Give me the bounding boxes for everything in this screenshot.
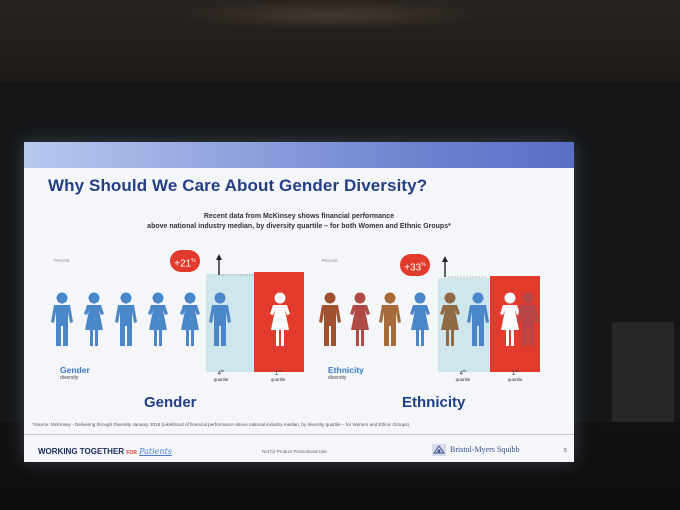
subtitle-line-2: above national industry median, by diver…: [147, 223, 451, 230]
footer-tagline: WORKING TOGETHER FOR Patients: [38, 447, 172, 456]
person-figure-icon: [180, 292, 200, 346]
badge-unit: %: [191, 258, 196, 264]
fourth-quartile-label: 4th quartile: [213, 368, 229, 382]
percent-axis-label: Percent: [322, 258, 338, 263]
person-figure-icon: [467, 292, 489, 346]
badge-value: +21: [174, 258, 192, 270]
room-object: [612, 322, 674, 422]
person-figure-icon: [517, 292, 539, 346]
first-quartile-label: 1st quartile: [270, 368, 286, 382]
slide-subtitle: Recent data from McKinsey shows financia…: [64, 212, 534, 232]
row-label: Ethnicity: [328, 365, 364, 375]
footer-disclaimer: Not for Product Promotional Use: [262, 449, 327, 454]
person-figure-icon: [209, 292, 231, 346]
ceiling-light: [180, 0, 480, 30]
person-figure-icon: [379, 292, 401, 346]
slide-title: Why Should We Care About Gender Diversit…: [48, 176, 428, 195]
ethnicity-panel: Percent +33% Ethnicity diversity 4th qua…: [314, 252, 564, 422]
page-number: 5: [564, 448, 567, 454]
percent-axis-label: Percent: [54, 258, 70, 263]
person-figure-icon: [270, 292, 290, 346]
badge-unit: %: [421, 262, 426, 268]
person-figure-icon: [115, 292, 137, 346]
person-figure-icon: [440, 292, 460, 346]
slide-top-bar: [24, 142, 574, 168]
person-figure-icon: [319, 292, 341, 346]
source-footnote: *Source: McKinsey - Delivering through D…: [32, 422, 410, 427]
ethnicity-section-label: Ethnicity: [402, 394, 466, 411]
row-sub-label: diversity: [60, 375, 79, 381]
up-arrow-icon: [216, 254, 256, 276]
footer-divider: [24, 434, 574, 435]
improvement-badge: +33%: [400, 254, 430, 276]
row-label: Gender: [60, 365, 90, 375]
gender-section-label: Gender: [144, 394, 197, 411]
person-figure-icon: [51, 292, 73, 346]
person-figure-icon: [148, 292, 168, 346]
row-sub-label: diversity: [328, 375, 347, 381]
company-name: Bristol-Myers Squibb: [450, 445, 520, 454]
bms-logo-icon: [432, 444, 446, 456]
gender-panel: Percent +21% Gender diversity 4th quarti…: [46, 250, 304, 422]
person-figure-icon: [350, 292, 370, 346]
person-figure-icon: [84, 292, 104, 346]
badge-value: +33: [404, 262, 422, 274]
subtitle-line-1: Recent data from McKinsey shows financia…: [203, 213, 395, 220]
up-arrow-icon: [442, 256, 486, 278]
first-quartile-label: 1st quartile: [507, 368, 523, 382]
presentation-slide: Why Should We Care About Gender Diversit…: [24, 142, 574, 462]
person-figure-icon: [500, 292, 520, 346]
improvement-badge: +21%: [170, 250, 200, 272]
person-figure-icon: [410, 292, 430, 346]
ethnicity-people-row: [319, 292, 539, 346]
fourth-quartile-label: 4th quartile: [455, 368, 471, 382]
gender-people-row: [51, 292, 290, 346]
